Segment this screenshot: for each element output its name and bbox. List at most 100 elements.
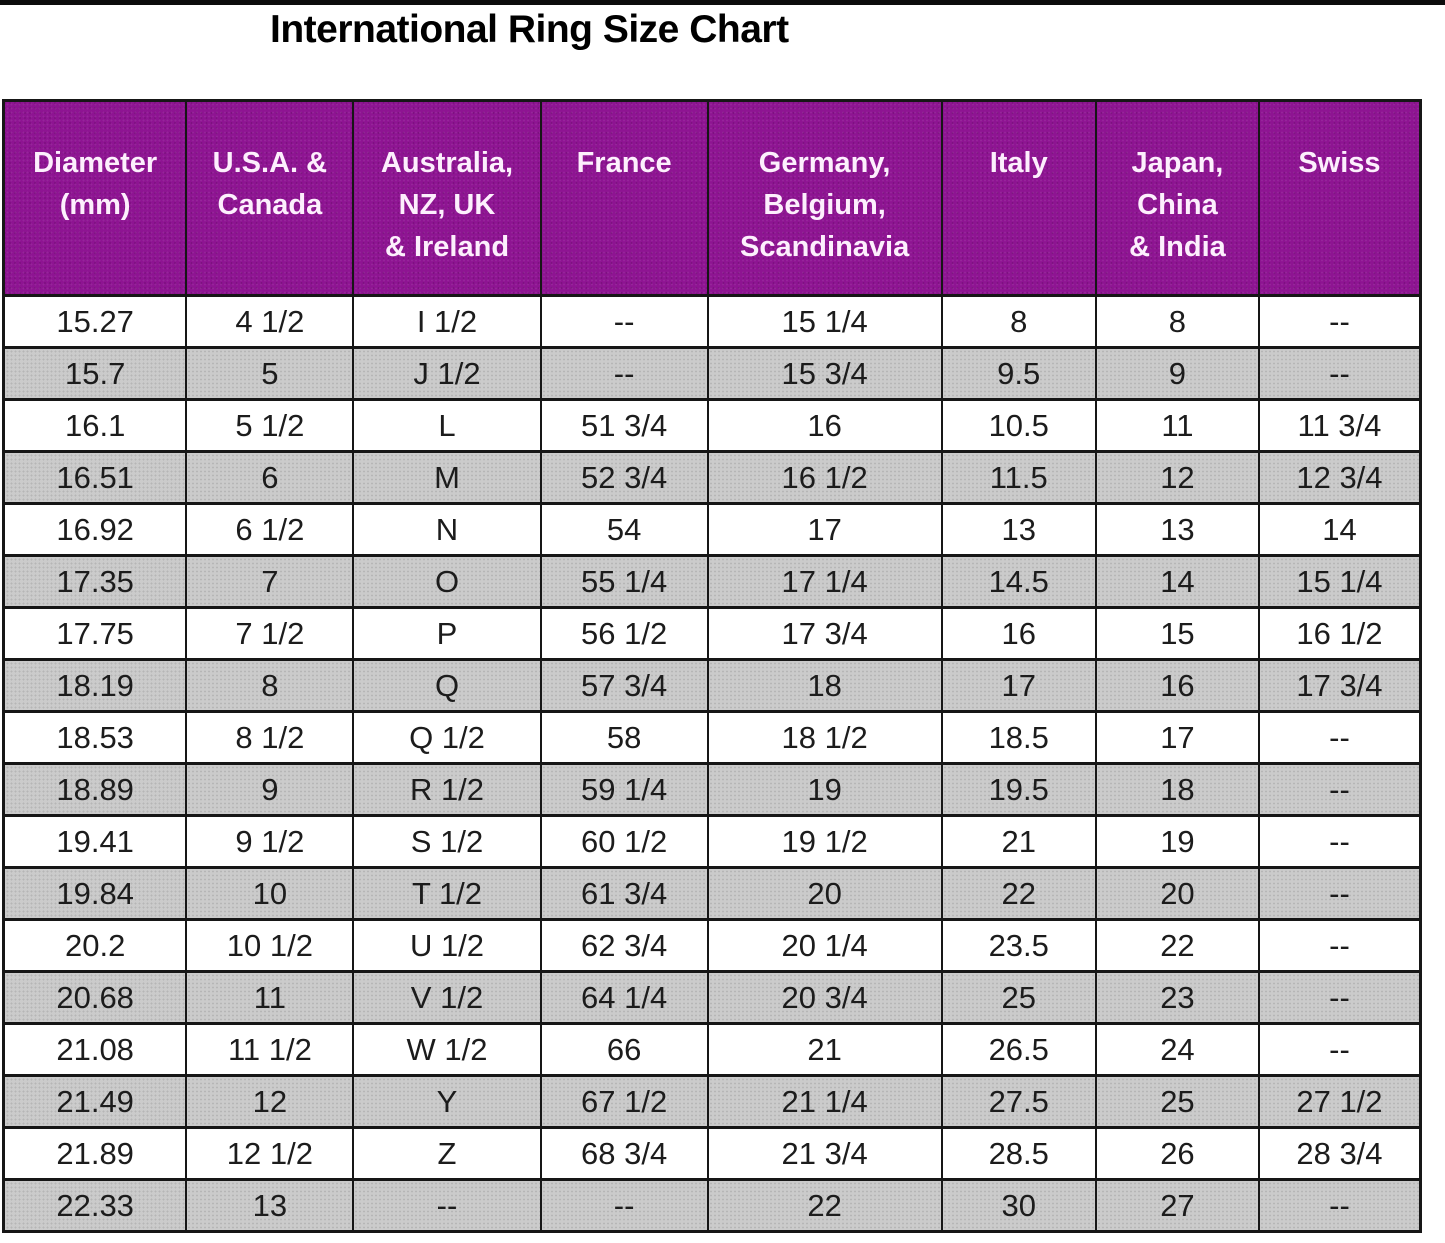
table-header-row: Diameter (mm) U.S.A. & Canada Australia, N… <box>2 99 1422 297</box>
cell: 16.1 <box>2 398 188 453</box>
ring-size-table: Diameter (mm) U.S.A. & Canada Australia, N… <box>2 99 1422 1233</box>
cell: 26.5 <box>940 1022 1097 1077</box>
cell: 24 <box>1094 1022 1260 1077</box>
cell: 5 1/2 <box>185 398 355 453</box>
cell: 23 <box>1094 970 1260 1025</box>
cell: 16 1/2 <box>706 450 943 505</box>
cell: 12 3/4 <box>1257 450 1422 505</box>
cell: Y <box>352 1074 542 1129</box>
cell: -- <box>1257 762 1422 817</box>
table-row: 17.35 7 O 55 1/4 17 1/4 14.5 14 15 1/4 <box>2 554 1422 609</box>
table-row: 16.92 6 1/2 N 54 17 13 13 14 <box>2 502 1422 557</box>
cell: 19.84 <box>2 866 188 921</box>
cell: 18.53 <box>2 710 188 765</box>
cell: 20 1/4 <box>706 918 943 973</box>
cell: 11 <box>1094 398 1260 453</box>
table-body: 15.27 4 1/2 I 1/2 -- 15 1/4 8 8 -- 15.7 5 J 1/2 -- 1… <box>2 294 1422 1233</box>
cell: 11 <box>185 970 355 1025</box>
cell: 56 1/2 <box>539 606 709 661</box>
cell: 67 1/2 <box>539 1074 709 1129</box>
cell: 57 3/4 <box>539 658 709 713</box>
cell: 15 1/4 <box>1257 554 1422 609</box>
cell: 18 <box>706 658 943 713</box>
cell: 8 <box>1094 294 1260 349</box>
cell: 14 <box>1257 502 1422 557</box>
cell: -- <box>352 1178 542 1233</box>
cell: 18 1/2 <box>706 710 943 765</box>
top-border-line <box>0 0 1445 5</box>
cell: 16.92 <box>2 502 188 557</box>
cell: 13 <box>185 1178 355 1233</box>
cell: U 1/2 <box>352 918 542 973</box>
cell: Z <box>352 1126 542 1181</box>
cell: 21 <box>940 814 1097 869</box>
table-head: Diameter (mm) U.S.A. & Canada Australia, N… <box>2 99 1422 297</box>
cell: 64 1/4 <box>539 970 709 1025</box>
cell: N <box>352 502 542 557</box>
cell: Q 1/2 <box>352 710 542 765</box>
cell: 21 <box>706 1022 943 1077</box>
cell: 30 <box>940 1178 1097 1233</box>
cell: 14.5 <box>940 554 1097 609</box>
table-row: 17.75 7 1/2 P 56 1/2 17 3/4 16 15 16 1/2 <box>2 606 1422 661</box>
cell: 11 1/2 <box>185 1022 355 1077</box>
cell: 14 <box>1094 554 1260 609</box>
cell: 58 <box>539 710 709 765</box>
cell: 20.2 <box>2 918 188 973</box>
table-row: 19.84 10 T 1/2 61 3/4 20 22 20 -- <box>2 866 1422 921</box>
cell: 28.5 <box>940 1126 1097 1181</box>
cell: 11 3/4 <box>1257 398 1422 453</box>
cell: -- <box>1257 866 1422 921</box>
table-row: 18.53 8 1/2 Q 1/2 58 18 1/2 18.5 17 -- <box>2 710 1422 765</box>
cell: L <box>352 398 542 453</box>
cell: 22 <box>940 866 1097 921</box>
cell: 21.49 <box>2 1074 188 1129</box>
cell: R 1/2 <box>352 762 542 817</box>
table-row: 18.89 9 R 1/2 59 1/4 19 19.5 18 -- <box>2 762 1422 817</box>
cell: 22 <box>706 1178 943 1233</box>
cell: -- <box>1257 346 1422 401</box>
cell: -- <box>1257 970 1422 1025</box>
column-header: U.S.A. & Canada <box>185 99 355 297</box>
cell: O <box>352 554 542 609</box>
cell: 17.75 <box>2 606 188 661</box>
cell: 21.89 <box>2 1126 188 1181</box>
cell: 19 <box>1094 814 1260 869</box>
cell: 54 <box>539 502 709 557</box>
cell: 18.89 <box>2 762 188 817</box>
cell: P <box>352 606 542 661</box>
cell: 8 1/2 <box>185 710 355 765</box>
table-row: 18.19 8 Q 57 3/4 18 17 16 17 3/4 <box>2 658 1422 713</box>
cell: 12 <box>1094 450 1260 505</box>
cell: 4 1/2 <box>185 294 355 349</box>
column-header: Australia, NZ, UK & Ireland <box>352 99 542 297</box>
cell: 9.5 <box>940 346 1097 401</box>
cell: -- <box>539 294 709 349</box>
cell: 62 3/4 <box>539 918 709 973</box>
cell: 17 <box>1094 710 1260 765</box>
cell: 10.5 <box>940 398 1097 453</box>
table-row: 15.7 5 J 1/2 -- 15 3/4 9.5 9 -- <box>2 346 1422 401</box>
cell: 8 <box>940 294 1097 349</box>
cell: 23.5 <box>940 918 1097 973</box>
cell: 27 1/2 <box>1257 1074 1422 1129</box>
cell: 20 <box>1094 866 1260 921</box>
cell: 19 1/2 <box>706 814 943 869</box>
cell: 13 <box>1094 502 1260 557</box>
cell: 16 <box>706 398 943 453</box>
cell: 21 3/4 <box>706 1126 943 1181</box>
cell: 20 3/4 <box>706 970 943 1025</box>
cell: 55 1/4 <box>539 554 709 609</box>
column-header: Japan, China & India <box>1094 99 1260 297</box>
cell: 17 <box>706 502 943 557</box>
cell: 17 1/4 <box>706 554 943 609</box>
cell: 6 1/2 <box>185 502 355 557</box>
cell: 19.5 <box>940 762 1097 817</box>
cell: 9 1/2 <box>185 814 355 869</box>
cell: 16 <box>940 606 1097 661</box>
cell: 19.41 <box>2 814 188 869</box>
cell: T 1/2 <box>352 866 542 921</box>
cell: 52 3/4 <box>539 450 709 505</box>
table-row: 15.27 4 1/2 I 1/2 -- 15 1/4 8 8 -- <box>2 294 1422 349</box>
cell: 27.5 <box>940 1074 1097 1129</box>
